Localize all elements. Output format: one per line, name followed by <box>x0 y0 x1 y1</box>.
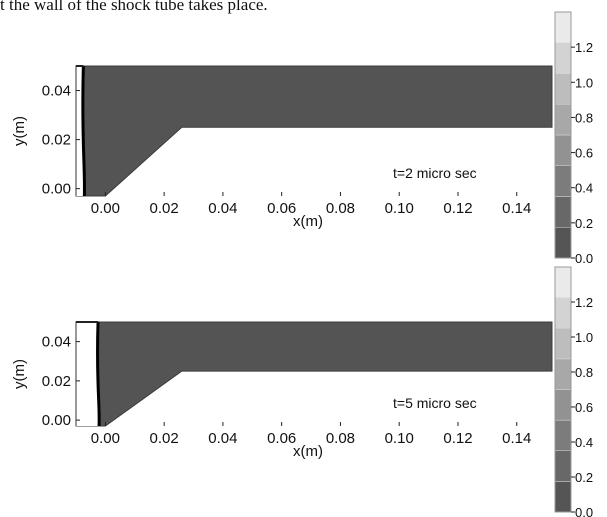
x-tick-label: 0.08 <box>326 430 355 447</box>
x-tick-label: 0.14 <box>502 200 531 217</box>
y-tick-label: 0.00 <box>42 412 71 429</box>
time-annotation: t=2 micro sec <box>393 165 477 181</box>
colorbar-swatch <box>554 134 572 166</box>
y-axis-title: y(m) <box>11 116 28 146</box>
x-tick-label: 0.08 <box>326 200 355 217</box>
colorbar-frame <box>554 266 572 513</box>
colorbar-2: 0.0 0.2 0.4 0.6 0.8 1.0 1.2 <box>554 266 593 517</box>
colorbar-frame <box>554 11 572 259</box>
colorbar-tick-label: 0.0 <box>575 505 593 517</box>
colorbar-swatch <box>554 165 572 197</box>
fluid-domain <box>75 65 553 197</box>
colorbar-swatch <box>554 73 572 105</box>
shock-front <box>81 65 86 197</box>
x-axis-title: x(m) <box>293 443 323 460</box>
x-tick-label: 0.06 <box>267 430 296 447</box>
colorbar-tick-label: 0.6 <box>575 146 593 161</box>
colorbar-swatch <box>554 266 572 298</box>
colorbar-tick-label: 1.0 <box>575 330 593 345</box>
colorbar-swatch <box>554 328 572 360</box>
colorbar-tick-label: 0.2 <box>575 216 593 231</box>
colorbar-tick-label: 0.6 <box>575 400 593 415</box>
colorbar-swatch <box>554 297 572 329</box>
x-tick-label: 0.00 <box>91 430 120 447</box>
x-tick-label: 0.00 <box>91 200 120 217</box>
x-tick-label: 0.04 <box>208 200 237 217</box>
y-tick-label: 0.00 <box>42 181 71 198</box>
y-axis-title: y(m) <box>11 359 28 389</box>
colorbar-swatch <box>554 481 572 513</box>
x-tick-label: 0.10 <box>385 200 414 217</box>
colorbar-1: 0.0 0.2 0.4 0.6 0.8 1.0 1.2 <box>554 11 593 266</box>
colorbar-tick-label: 1.0 <box>575 75 593 90</box>
colorbar-swatch <box>554 389 572 421</box>
post-shock-region <box>76 66 84 196</box>
colorbar-tick-label: 0.8 <box>575 365 593 380</box>
y-tick-label: 0.02 <box>42 132 71 149</box>
x-tick-label: 0.02 <box>150 200 179 217</box>
colorbar-swatch <box>554 11 572 43</box>
y-tick-label: 0.02 <box>42 373 71 390</box>
time-annotation: t=5 micro sec <box>393 395 477 411</box>
colorbar-tick-label: 0.0 <box>575 251 593 266</box>
x-tick-label: 0.12 <box>443 430 472 447</box>
x-tick-label: 0.12 <box>443 200 472 217</box>
shock-front <box>95 321 101 427</box>
colorbar-swatch <box>554 450 572 482</box>
y-tick-label: 0.04 <box>42 334 71 351</box>
caption-text: t the wall of the shock tube takes place… <box>0 0 268 14</box>
x-tick-label: 0.04 <box>208 430 237 447</box>
y-tick-label: 0.04 <box>42 83 71 100</box>
fluid-domain <box>75 321 553 427</box>
x-axis-title: x(m) <box>293 213 323 230</box>
colorbar-swatch <box>554 227 572 259</box>
colorbar-swatch <box>554 196 572 228</box>
plot-panel-1: 0.00 0.02 0.04 0.06 0.08 0.10 0.12 0.14 0.00 0.02… <box>11 65 553 230</box>
x-tick-label: 0.10 <box>385 430 414 447</box>
colorbar-swatch <box>554 358 572 390</box>
colorbar-tick-label: 1.2 <box>575 295 593 310</box>
x-tick-label: 0.06 <box>267 200 296 217</box>
post-shock-region <box>76 322 99 426</box>
colorbar-swatch <box>554 42 572 74</box>
x-tick-label: 0.14 <box>502 430 531 447</box>
colorbar-swatch <box>554 104 572 136</box>
colorbar-tick-label: 1.2 <box>575 40 593 55</box>
colorbar-tick-label: 0.4 <box>575 435 593 450</box>
colorbar-swatch <box>554 419 572 451</box>
colorbar-tick-label: 0.2 <box>575 470 593 485</box>
x-tick-label: 0.02 <box>150 430 179 447</box>
colorbar-tick-label: 0.8 <box>575 110 593 125</box>
colorbar-tick-label: 0.4 <box>575 181 593 196</box>
plot-panel-2: 0.00 0.02 0.04 0.06 0.08 0.10 0.12 0.14 0.00 0.02… <box>11 321 553 460</box>
